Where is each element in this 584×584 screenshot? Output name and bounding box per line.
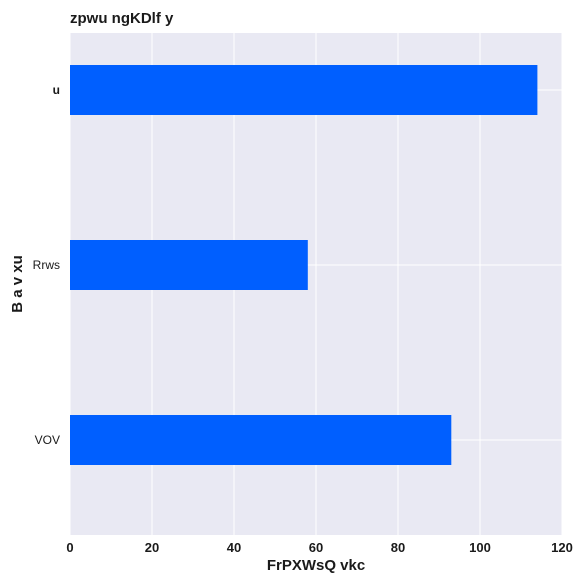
x-tick-label: 80 [391,540,405,555]
x-axis-label: FrPXWsQ vkc [267,557,365,574]
x-axis-ticks: 0 20 40 60 80 100 120 [66,540,572,555]
y-tick-label: VOV [35,433,60,447]
bar-vov [70,415,452,465]
x-tick-label: 120 [551,540,573,555]
y-axis-ticks: u Rrws VOV [33,83,60,447]
y-axis-label: B a v xu [9,255,26,313]
y-tick-label: u [53,83,60,97]
x-tick-label: 40 [227,540,241,555]
bar-u [70,65,538,115]
x-tick-label: 20 [145,540,159,555]
x-tick-label: 60 [309,540,323,555]
x-tick-label: 100 [469,540,491,555]
bars [70,65,538,465]
x-tick-label: 0 [66,540,73,555]
bar-rrws [70,240,308,290]
y-tick-label: Rrws [33,258,60,272]
chart-title: zpwu ngKDlf y [70,10,174,27]
